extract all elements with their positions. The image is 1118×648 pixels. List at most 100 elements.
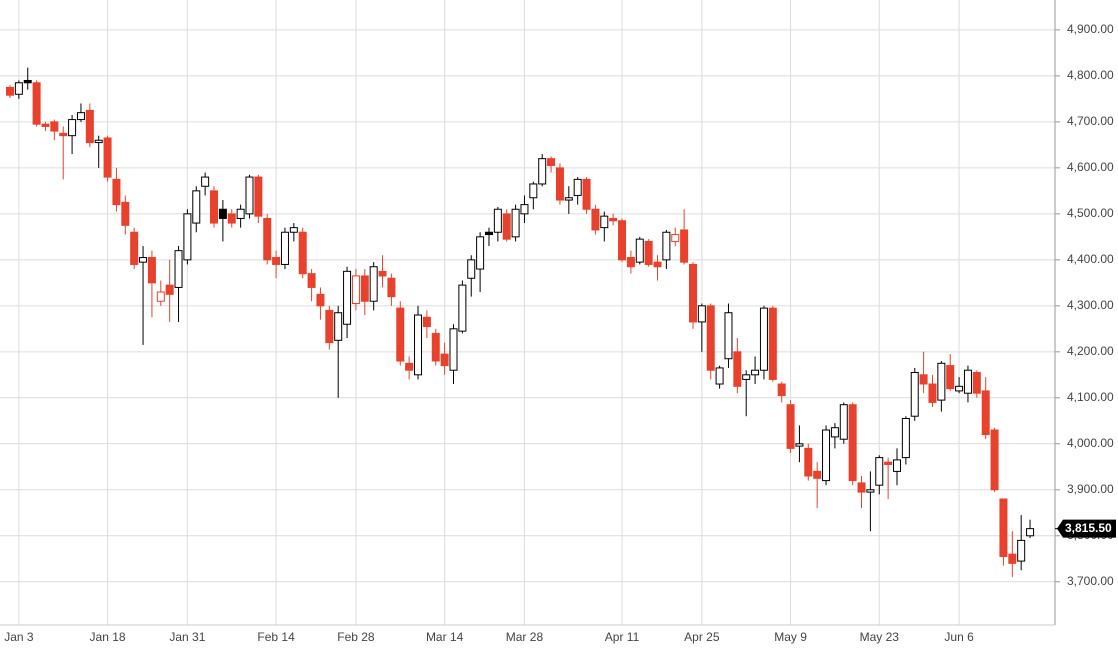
last-price-tag (1057, 519, 1116, 538)
candle-body (422, 316, 431, 328)
candle-body (263, 217, 272, 261)
candle-body (431, 332, 440, 362)
candle-body (910, 372, 919, 417)
candle-body (751, 369, 760, 376)
candle-body (742, 374, 751, 380)
candle-body (254, 176, 263, 217)
candle-body (591, 208, 600, 231)
y-tick-label: 4,800.00 (1067, 68, 1114, 82)
candle-body (928, 383, 937, 403)
candle-body (990, 429, 999, 491)
candle-body (378, 270, 387, 277)
candle-body (555, 167, 564, 201)
candle-body (893, 459, 901, 472)
candle-body (449, 328, 458, 371)
x-tick-label: Apr 25 (684, 630, 720, 644)
candle-body (272, 257, 281, 265)
candle-body (600, 215, 609, 229)
candle-body (937, 362, 946, 401)
candle-body (733, 351, 742, 387)
candle-body (653, 261, 662, 268)
candle-body (839, 404, 848, 440)
y-tick-label: 4,000.00 (1067, 436, 1114, 450)
y-tick-label: 4,400.00 (1067, 252, 1114, 266)
candle-body (59, 132, 68, 137)
candle-body (724, 312, 733, 360)
candle-body (688, 263, 697, 323)
candle-body (857, 482, 866, 493)
last-price-label: 3,815.50 (1065, 521, 1112, 535)
x-tick-label: Jun 6 (944, 630, 974, 644)
candle-body (32, 82, 41, 125)
candle-body (955, 385, 964, 392)
candle-body (94, 139, 103, 144)
candle-body (192, 190, 201, 224)
candle-body (520, 204, 529, 215)
candle-body (547, 158, 556, 167)
candle-body (325, 309, 334, 344)
candle-body (759, 307, 768, 371)
candle-body (201, 176, 210, 187)
candle-body (662, 231, 671, 261)
candle-body (493, 208, 502, 233)
candle-body (573, 178, 582, 196)
candle-body (1026, 528, 1035, 537)
candle-body (919, 374, 928, 385)
candle-body (50, 121, 59, 132)
candle-body (227, 213, 236, 224)
candle-body (644, 240, 653, 265)
candle-body (848, 404, 857, 482)
y-tick-label: 3,700.00 (1067, 574, 1114, 588)
y-tick-label: 4,200.00 (1067, 344, 1114, 358)
candle-body (6, 86, 14, 96)
y-tick-label: 4,100.00 (1067, 390, 1114, 404)
x-tick-label: May 23 (860, 630, 900, 644)
candle-body (884, 461, 893, 465)
candle-body (804, 447, 813, 477)
candle-body (387, 277, 396, 298)
candle-body (768, 307, 777, 380)
candle-body (946, 365, 955, 390)
x-tick-label: Jan 31 (169, 630, 205, 644)
candle-body (121, 201, 130, 226)
x-tick-label: Feb 14 (257, 630, 295, 644)
candle-body (795, 443, 804, 447)
candle-body (343, 270, 352, 325)
candle-body (23, 79, 32, 84)
candle-body (41, 123, 50, 127)
candle-body (210, 190, 219, 224)
candle-body (609, 217, 618, 222)
candle-body (245, 176, 254, 215)
y-tick-label: 4,700.00 (1067, 114, 1114, 128)
candle-body (334, 312, 343, 341)
candle-body (103, 137, 112, 178)
candle-body (476, 236, 485, 270)
candle-body (280, 231, 289, 265)
candle-body (414, 314, 423, 376)
candle-body (289, 227, 298, 233)
candle-body (68, 119, 77, 137)
candle-body (484, 231, 493, 236)
candle-body (972, 372, 981, 394)
candle-body (1008, 553, 1017, 564)
x-tick-label: Mar 14 (426, 630, 464, 644)
candle-body (1017, 539, 1026, 562)
candle-body (777, 383, 786, 397)
candle-body (981, 390, 990, 436)
candle-body (564, 197, 573, 201)
candle-body (396, 307, 405, 362)
candle-body (582, 178, 591, 210)
candle-body (680, 229, 689, 263)
candle-body (901, 418, 910, 459)
candle-body (316, 293, 325, 307)
candle-body (298, 231, 307, 275)
candle-body (830, 427, 839, 438)
candle-body (458, 284, 467, 332)
candle-body (174, 250, 183, 288)
candle-body (715, 367, 724, 385)
x-tick-label: Apr 11 (605, 630, 640, 644)
y-tick-label: 3,900.00 (1067, 482, 1114, 496)
candle-body (218, 208, 227, 219)
candle-body (147, 257, 156, 284)
candle-body (635, 238, 644, 263)
